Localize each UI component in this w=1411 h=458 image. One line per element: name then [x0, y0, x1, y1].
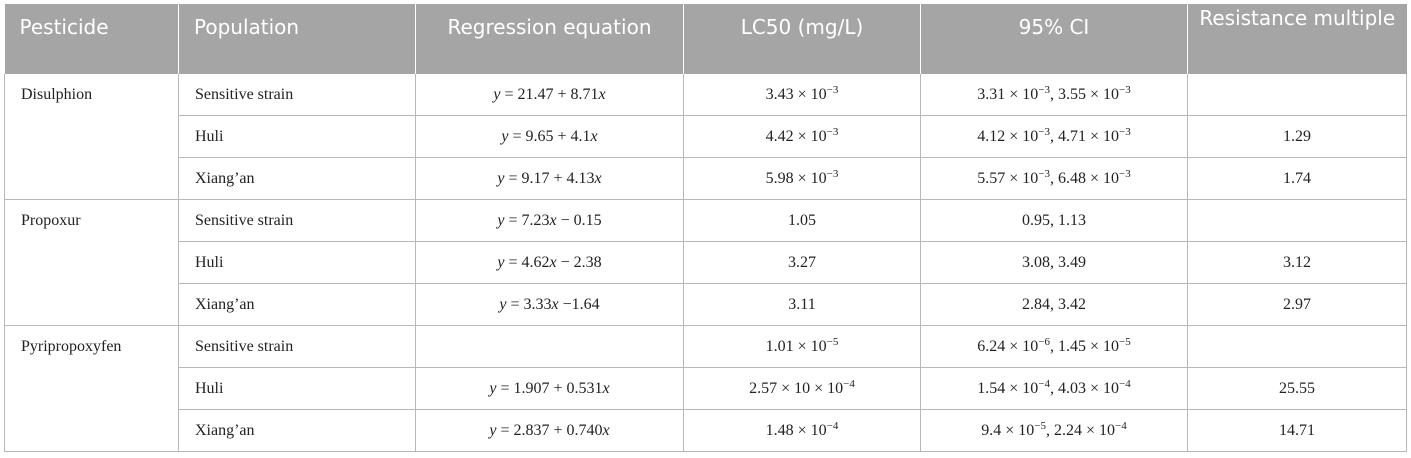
resistance-cell: 2.97: [1187, 283, 1407, 326]
population-cell: Xiang’an: [178, 157, 416, 200]
header-population: Population: [178, 4, 416, 74]
lc50-cell: 3.43 × 10−3: [683, 74, 921, 116]
table-row: Huli y = 1.907 + 0.531x 2.57 × 10 × 10−4…: [5, 367, 1407, 410]
table-row: Pyripropoxyfen Sensitive strain 1.01 × 1…: [4, 325, 1407, 452]
lc50-table: Pesticide Population Regression equation…: [4, 4, 1407, 452]
resistance-cell: 1.74: [1187, 157, 1407, 200]
ci-cell: 6.24 × 10−6, 1.45 × 10−5: [920, 325, 1188, 368]
ci-cell: 3.31 × 10−3, 3.55 × 10−3: [920, 74, 1188, 116]
resistance-cell: 14.71: [1187, 409, 1407, 452]
table-row: Propoxur Sensitive strain y = 7.23x − 0.…: [4, 199, 1407, 326]
table-row: Huli y = 9.65 + 4.1x 4.42 × 10−3 4.12 × …: [5, 115, 1407, 158]
lc50-cell: 1.48 × 10−4: [683, 409, 921, 452]
lc50-cell: 1.05: [683, 199, 921, 242]
population-cell: Xiang’an: [178, 409, 416, 452]
population-cell: Huli: [178, 367, 416, 410]
header-resistance: Resistance multiple: [1187, 4, 1407, 74]
resistance-cell: 3.12: [1187, 241, 1407, 284]
table-row: Xiang’an y = 2.837 + 0.740x 1.48 × 10−4 …: [5, 409, 1407, 452]
resistance-cell: [1187, 325, 1407, 368]
population-cell: Sensitive strain: [178, 199, 416, 242]
lc50-cell: 2.57 × 10 × 10−4: [683, 367, 921, 410]
ci-cell: 5.57 × 10−3, 6.48 × 10−3: [920, 157, 1188, 200]
resistance-cell: [1187, 74, 1407, 116]
ci-cell: 4.12 × 10−3, 4.71 × 10−3: [920, 115, 1188, 158]
regression-cell: y = 21.47 + 8.71x: [415, 74, 684, 116]
regression-cell: y = 3.33x −1.64: [415, 283, 684, 326]
table-row: Huli y = 4.62x − 2.38 3.27 3.08, 3.49 3.…: [5, 241, 1407, 284]
regression-cell: y = 2.837 + 0.740x: [415, 409, 684, 452]
resistance-cell: [1187, 199, 1407, 242]
regression-cell: y = 9.17 + 4.13x: [415, 157, 684, 200]
lc50-cell: 4.42 × 10−3: [683, 115, 921, 158]
lc50-cell: 3.27: [683, 241, 921, 284]
header-lc50: LC50 (mg/L): [683, 4, 921, 74]
table-row: Disulphion Sensitive strain y = 21.47 + …: [4, 74, 1407, 200]
lc50-cell: 3.11: [683, 283, 921, 326]
population-cell: Sensitive strain: [178, 74, 416, 116]
resistance-cell: 25.55: [1187, 367, 1407, 410]
regression-cell: y = 4.62x − 2.38: [415, 241, 684, 284]
pesticide-cell: Propoxur: [4, 199, 179, 326]
table-header: Pesticide Population Regression equation…: [4, 4, 1407, 74]
table-container: Pesticide Population Regression equation…: [4, 4, 1407, 452]
ci-cell: 2.84, 3.42: [920, 283, 1188, 326]
resistance-cell: 1.29: [1187, 115, 1407, 158]
lc50-cell: 1.01 × 10−5: [683, 325, 921, 368]
ci-cell: 3.08, 3.49: [920, 241, 1188, 284]
header-ci: 95% CI: [920, 4, 1188, 74]
pesticide-cell: Disulphion: [4, 74, 179, 200]
population-cell: Huli: [178, 241, 416, 284]
population-cell: Huli: [178, 115, 416, 158]
ci-cell: 1.54 × 10−4, 4.03 × 10−4: [920, 367, 1188, 410]
regression-cell: y = 1.907 + 0.531x: [415, 367, 684, 410]
table-row: Xiang’an y = 9.17 + 4.13x 5.98 × 10−3 5.…: [5, 157, 1407, 200]
table-row: Xiang’an y = 3.33x −1.64 3.11 2.84, 3.42…: [5, 283, 1407, 326]
population-cell: Xiang’an: [178, 283, 416, 326]
lc50-cell: 5.98 × 10−3: [683, 157, 921, 200]
regression-cell: y = 7.23x − 0.15: [415, 199, 684, 242]
header-pesticide: Pesticide: [4, 4, 179, 74]
pesticide-cell: Pyripropoxyfen: [4, 325, 179, 452]
ci-cell: 9.4 × 10−5, 2.24 × 10−4: [920, 409, 1188, 452]
regression-cell: y = 9.65 + 4.1x: [415, 115, 684, 158]
population-cell: Sensitive strain: [178, 325, 416, 368]
regression-cell: [415, 325, 684, 368]
header-regression: Regression equation: [415, 4, 684, 74]
ci-cell: 0.95, 1.13: [920, 199, 1188, 242]
